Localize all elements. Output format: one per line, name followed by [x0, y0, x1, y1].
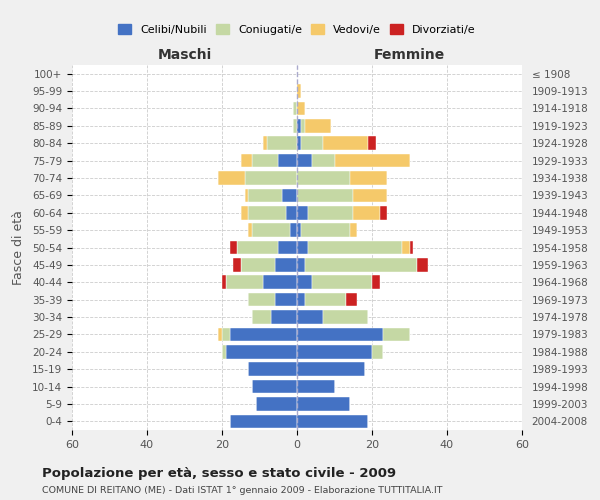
Y-axis label: Fasce di età: Fasce di età	[12, 210, 25, 285]
Bar	[297, 188, 353, 202]
Bar	[248, 293, 275, 306]
Bar	[286, 206, 297, 220]
Bar	[297, 154, 312, 168]
Bar	[301, 224, 349, 237]
Bar	[308, 206, 353, 220]
Bar	[383, 328, 409, 341]
Bar	[267, 136, 297, 150]
Bar	[353, 188, 387, 202]
Bar	[323, 136, 368, 150]
Y-axis label: Anni di nascita: Anni di nascita	[596, 201, 600, 294]
Bar	[248, 362, 297, 376]
Bar	[308, 240, 402, 254]
Bar	[346, 293, 357, 306]
Bar	[368, 136, 376, 150]
Bar	[297, 258, 305, 272]
Bar	[297, 380, 335, 394]
Legend: Celibi/Nubili, Coniugati/e, Vedovi/e, Divorziati/e: Celibi/Nubili, Coniugati/e, Vedovi/e, Di…	[114, 20, 480, 39]
Bar	[252, 154, 278, 168]
Bar	[297, 345, 372, 358]
Bar	[229, 328, 297, 341]
Bar	[402, 240, 409, 254]
Bar	[229, 414, 297, 428]
Bar	[301, 119, 305, 132]
Bar	[218, 328, 222, 341]
Bar	[297, 397, 349, 410]
Bar	[275, 258, 297, 272]
Bar	[263, 136, 267, 150]
Bar	[297, 362, 365, 376]
Bar	[290, 224, 297, 237]
Bar	[297, 224, 301, 237]
Bar	[305, 293, 346, 306]
Bar	[248, 224, 252, 237]
Bar	[245, 188, 248, 202]
Bar	[278, 154, 297, 168]
Text: COMUNE DI REITANO (ME) - Dati ISTAT 1° gennaio 2009 - Elaborazione TUTTITALIA.IT: COMUNE DI REITANO (ME) - Dati ISTAT 1° g…	[42, 486, 443, 495]
Bar	[252, 310, 271, 324]
Bar	[372, 276, 380, 289]
Bar	[245, 171, 297, 185]
Text: Popolazione per età, sesso e stato civile - 2009: Popolazione per età, sesso e stato civil…	[42, 468, 396, 480]
Bar	[256, 397, 297, 410]
Bar	[222, 345, 226, 358]
Bar	[271, 310, 297, 324]
Bar	[226, 345, 297, 358]
Bar	[380, 206, 387, 220]
Bar	[222, 328, 229, 341]
Bar	[323, 310, 368, 324]
Bar	[335, 154, 409, 168]
Bar	[275, 293, 297, 306]
Bar	[252, 224, 290, 237]
Bar	[301, 136, 323, 150]
Bar	[241, 154, 252, 168]
Bar	[297, 310, 323, 324]
Bar	[297, 206, 308, 220]
Bar	[305, 258, 417, 272]
Bar	[349, 171, 387, 185]
Bar	[297, 119, 301, 132]
Bar	[349, 224, 357, 237]
Bar	[297, 328, 383, 341]
Bar	[417, 258, 428, 272]
Bar	[312, 276, 372, 289]
Bar	[297, 240, 308, 254]
Bar	[263, 276, 297, 289]
Bar	[312, 154, 335, 168]
Bar	[218, 171, 245, 185]
Bar	[297, 276, 312, 289]
Bar	[297, 84, 301, 98]
Bar	[278, 240, 297, 254]
Bar	[297, 136, 301, 150]
Bar	[226, 276, 263, 289]
Bar	[233, 258, 241, 272]
Bar	[353, 206, 380, 220]
Bar	[241, 206, 248, 220]
Bar	[241, 258, 275, 272]
Bar	[305, 119, 331, 132]
Bar	[297, 171, 349, 185]
Bar	[229, 240, 237, 254]
Bar	[252, 380, 297, 394]
Bar	[409, 240, 413, 254]
Bar	[297, 414, 368, 428]
Bar	[293, 102, 297, 115]
Bar	[297, 293, 305, 306]
Bar	[372, 345, 383, 358]
Text: Femmine: Femmine	[374, 48, 445, 62]
Bar	[237, 240, 278, 254]
Bar	[293, 119, 297, 132]
Bar	[282, 188, 297, 202]
Bar	[297, 102, 305, 115]
Bar	[248, 188, 282, 202]
Bar	[222, 276, 226, 289]
Bar	[248, 206, 286, 220]
Text: Maschi: Maschi	[157, 48, 212, 62]
